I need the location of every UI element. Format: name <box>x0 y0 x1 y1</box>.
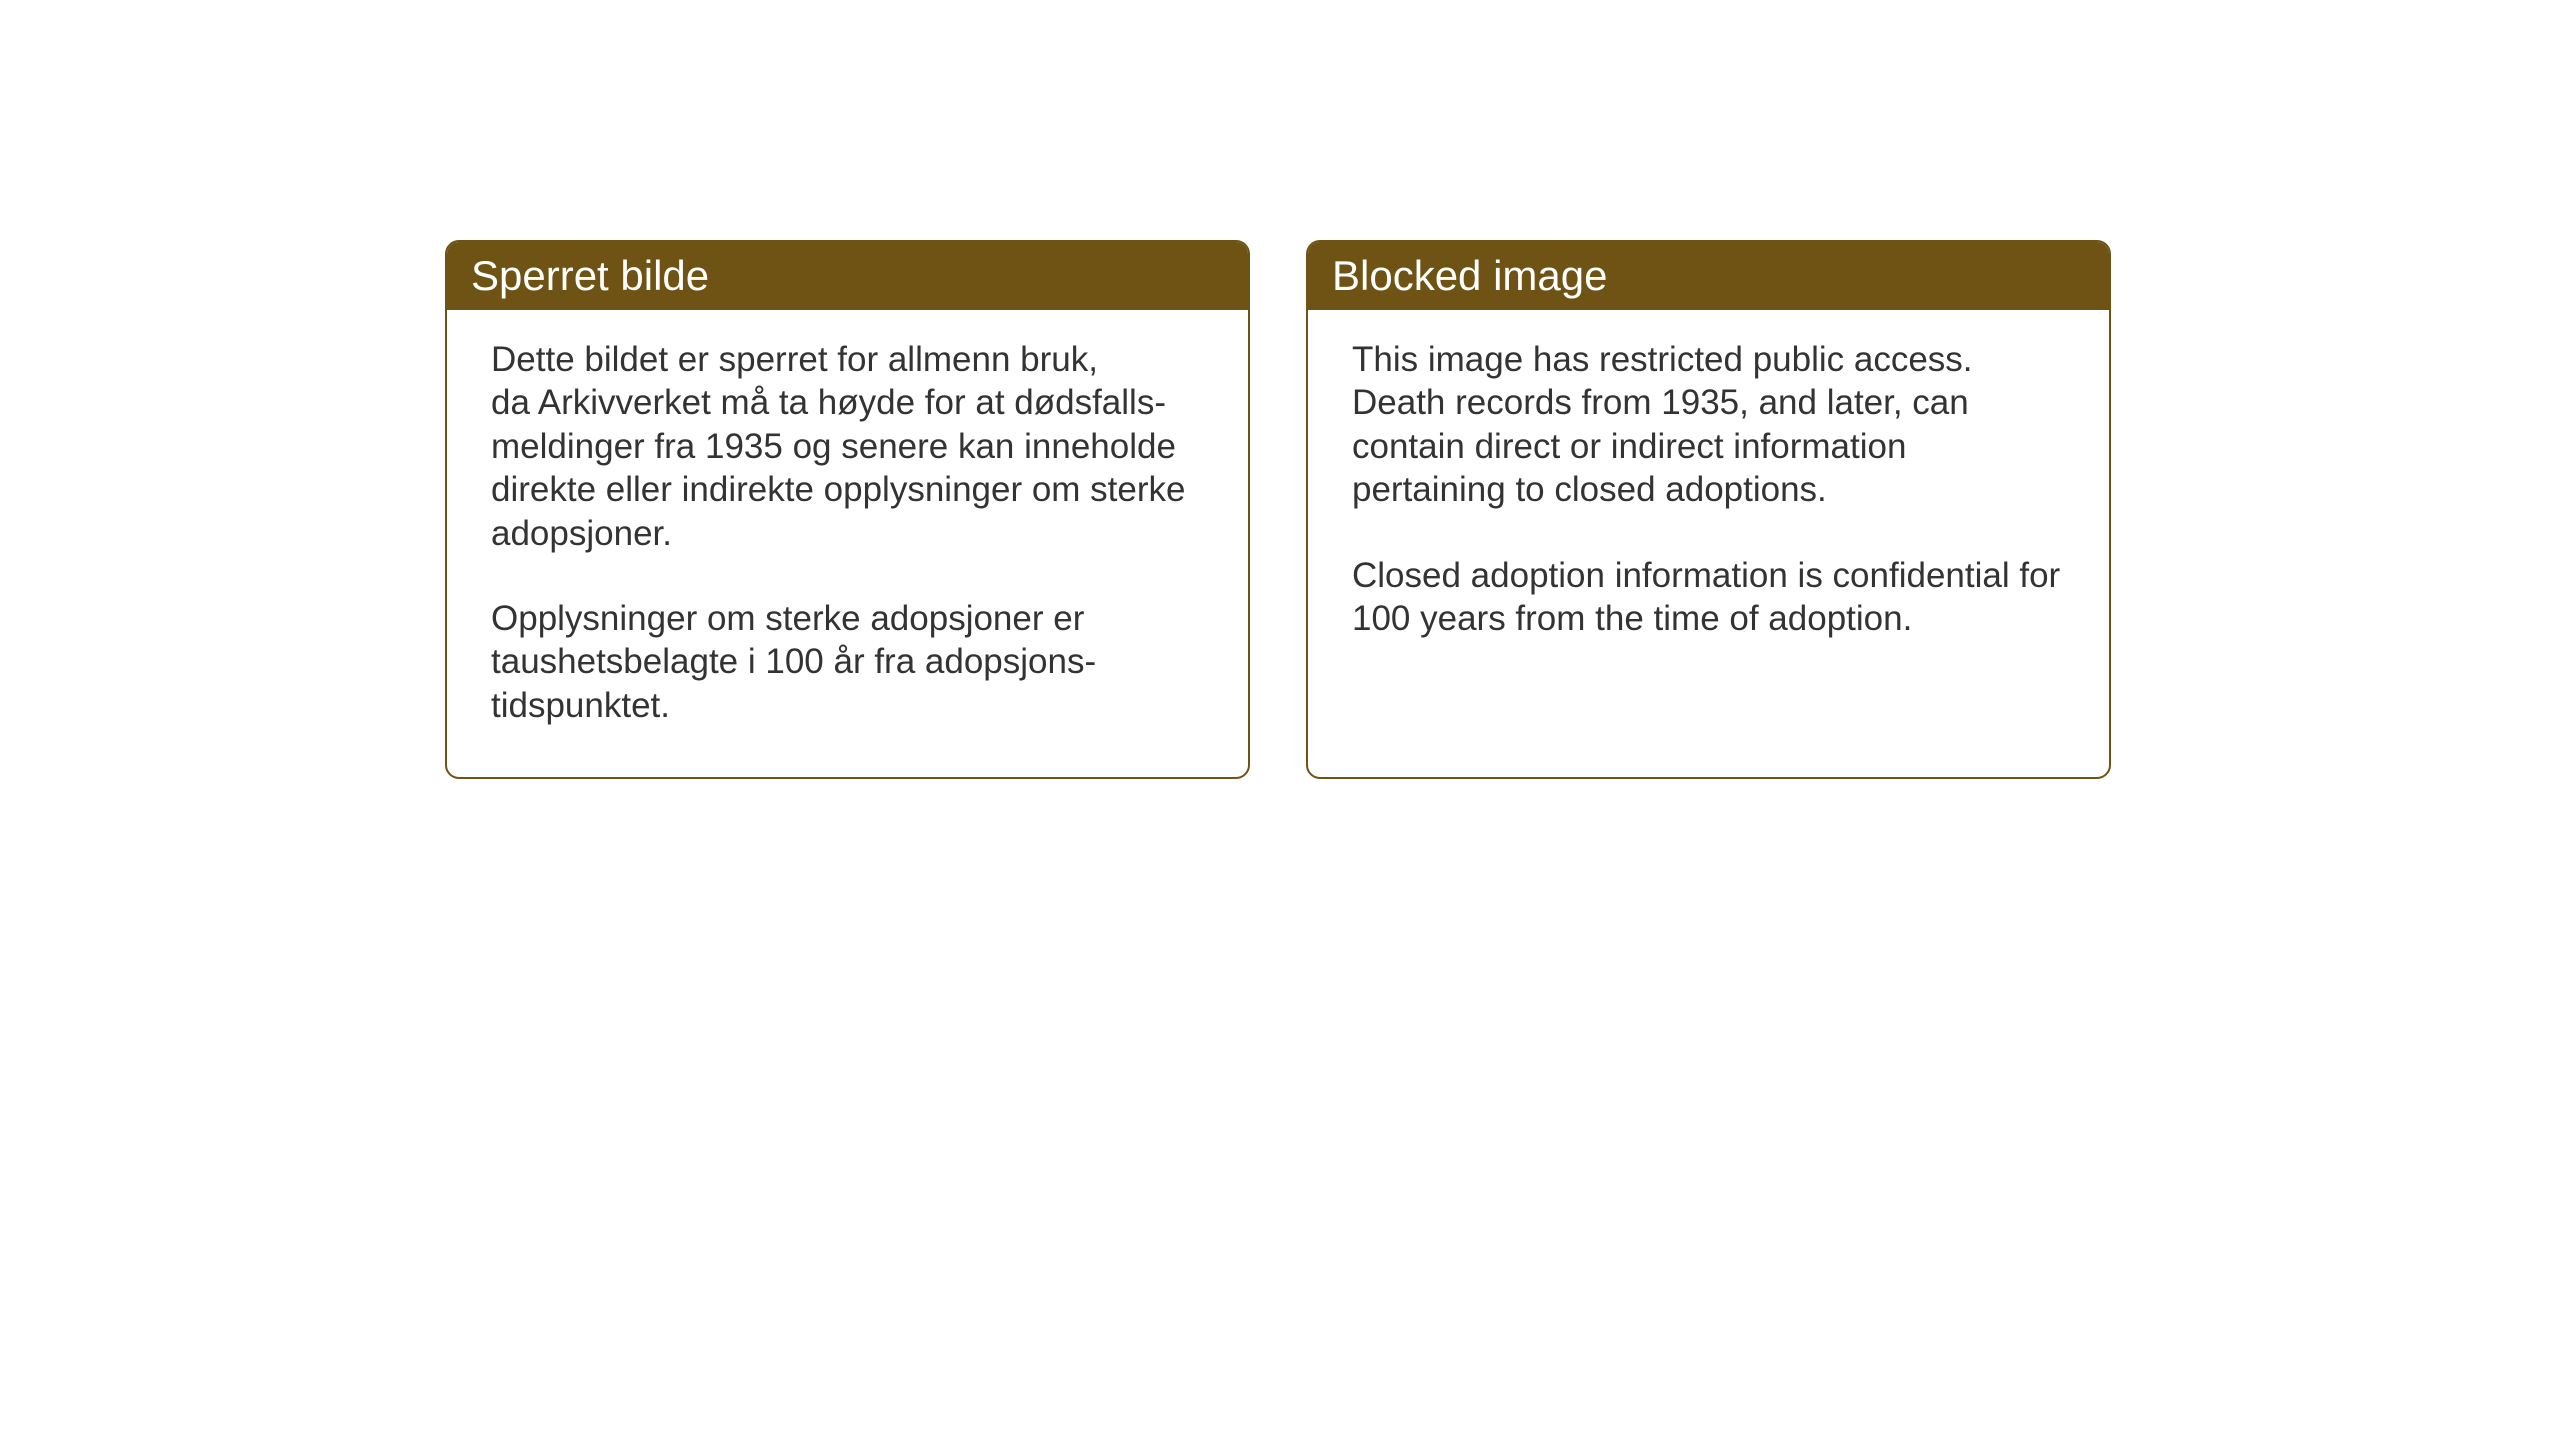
card-english: Blocked image This image has restricted … <box>1306 240 2111 779</box>
card-header-english: Blocked image <box>1308 242 2109 310</box>
cards-container: Sperret bilde Dette bildet er sperret fo… <box>445 240 2111 779</box>
card-title-norwegian: Sperret bilde <box>471 252 1224 300</box>
card-norwegian: Sperret bilde Dette bildet er sperret fo… <box>445 240 1250 779</box>
card-header-norwegian: Sperret bilde <box>447 242 1248 310</box>
card-paragraph-1-norwegian: Dette bildet er sperret for allmenn bruk… <box>491 338 1204 555</box>
card-text-norwegian: Dette bildet er sperret for allmenn bruk… <box>491 338 1204 727</box>
card-paragraph-2-english: Closed adoption information is confident… <box>1352 554 2065 641</box>
card-body-norwegian: Dette bildet er sperret for allmenn bruk… <box>447 310 1248 777</box>
card-paragraph-1-english: This image has restricted public access.… <box>1352 338 2065 512</box>
card-text-english: This image has restricted public access.… <box>1352 338 2065 640</box>
card-title-english: Blocked image <box>1332 252 2085 300</box>
card-paragraph-2-norwegian: Opplysninger om sterke adopsjoner er tau… <box>491 597 1204 727</box>
card-body-english: This image has restricted public access.… <box>1308 310 2109 690</box>
